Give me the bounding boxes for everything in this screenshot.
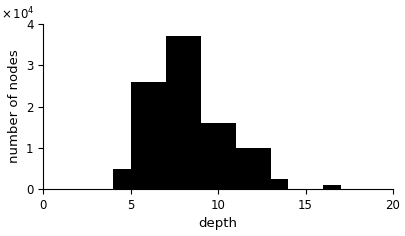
Bar (183, 36, 200, 189)
Bar (270, 179, 288, 189)
Bar (235, 148, 252, 189)
Y-axis label: number of nodes: number of nodes (8, 50, 21, 164)
Bar (217, 123, 235, 189)
Bar (130, 82, 148, 189)
Bar (148, 82, 165, 189)
Text: $\times\,10^{4}$: $\times\,10^{4}$ (1, 6, 35, 22)
Bar (252, 148, 270, 189)
X-axis label: depth: depth (198, 217, 237, 230)
Bar (322, 185, 340, 189)
Bar (165, 36, 183, 189)
Bar (200, 123, 217, 189)
Bar (113, 169, 130, 189)
